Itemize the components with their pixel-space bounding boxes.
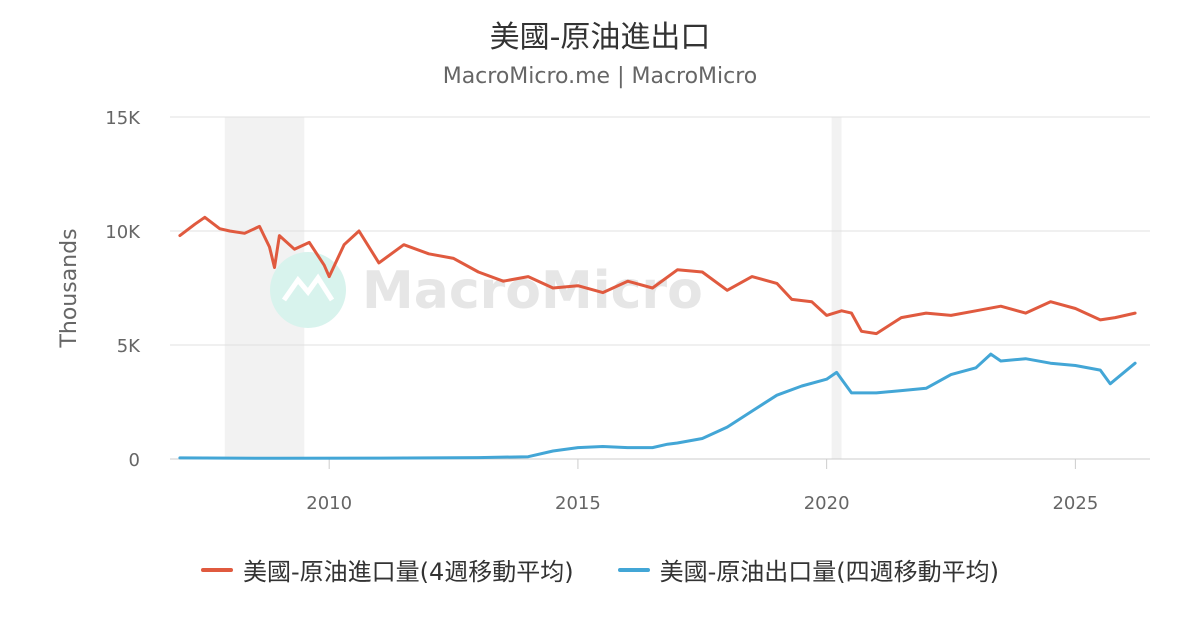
x-tick-label: 2025 — [1052, 493, 1098, 514]
x-tick-label: 2015 — [555, 493, 601, 514]
series-layer — [178, 215, 1137, 460]
series-line-1 — [178, 215, 1137, 336]
legend: 美國-原油進口量(4週移動平均) 美國-原油出口量(四週移動平均) — [0, 552, 1200, 587]
watermark: MacroMicro — [270, 252, 703, 328]
watermark-logo-mark-icon — [281, 273, 335, 302]
legend-swatch — [200, 567, 233, 572]
x-axis: 2010 2015 2020 2025 — [306, 459, 1098, 514]
legend-swatch — [617, 567, 650, 572]
chart-title: 美國-原油進出口 — [489, 20, 711, 55]
series-line-2 — [178, 352, 1137, 460]
y-tick-label: 10K — [105, 222, 141, 243]
y-tick-label: 0 — [129, 450, 140, 471]
x-tick-label: 2010 — [306, 493, 352, 514]
x-tick-label: 2020 — [804, 493, 850, 514]
legend-label: 美國-原油進口量(4週移動平均) — [242, 558, 574, 586]
grid-lines — [170, 116, 1150, 460]
legend-label: 美國-原油出口量(四週移動平均) — [659, 558, 1000, 586]
legend-item-1[interactable]: 美國-原油進口量(4週移動平均) — [200, 552, 574, 587]
y-tick-label: 5K — [117, 336, 141, 357]
y-axis-title: Thousands — [57, 228, 82, 348]
watermark-text: MacroMicro — [362, 261, 703, 321]
chart-subtitle: MacroMicro.me | MacroMicro — [442, 64, 758, 89]
y-axis-ticks: 0 5K 10K 15K — [105, 108, 141, 471]
legend-item-2[interactable]: 美國-原油出口量(四週移動平均) — [617, 552, 1000, 587]
y-tick-label: 15K — [105, 108, 141, 129]
recession-band — [831, 117, 842, 459]
